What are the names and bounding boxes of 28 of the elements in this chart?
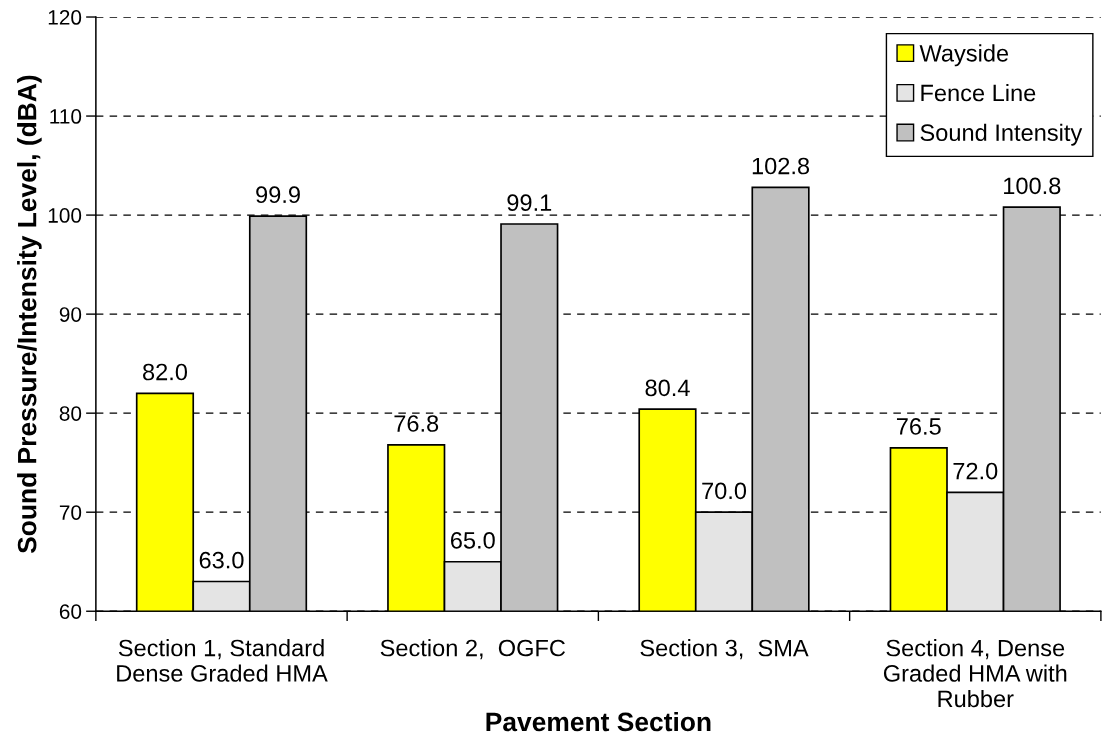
x-tick-label: Section 3, SMA xyxy=(640,639,809,660)
x-tick-label: Section 2, OGFC xyxy=(380,639,566,660)
data-label: 70.0 xyxy=(702,482,747,500)
legend-label: Fence Line xyxy=(921,84,1036,102)
y-tick-label: 120 xyxy=(48,10,82,25)
x-tick-label: Section 1, Standard Dense Graded HMA xyxy=(117,639,328,682)
data-label: 99.9 xyxy=(256,186,300,204)
y-tick-label: 70 xyxy=(59,505,82,520)
data-label: 76.5 xyxy=(896,418,941,435)
y-axis-title: Sound Pressure/Intensity Level, (dBA) xyxy=(17,75,42,554)
y-tick-label: 90 xyxy=(59,307,82,322)
x-tick-label: Section 4, Dense Graded HMA with Rubber xyxy=(883,639,1067,708)
data-label: 80.4 xyxy=(645,379,690,397)
x-axis-title: Pavement Section xyxy=(486,711,711,732)
data-label: 100.8 xyxy=(1004,177,1061,195)
legend-label: Sound Intensity xyxy=(920,123,1083,146)
data-label: 102.8 xyxy=(752,157,810,175)
y-tick-label: 100 xyxy=(48,208,82,223)
legend-label: Wayside xyxy=(919,44,1009,67)
data-label: 82.0 xyxy=(143,363,188,381)
data-label: 99.1 xyxy=(507,194,552,212)
data-label: 63.0 xyxy=(199,551,244,569)
data-label: 65.0 xyxy=(450,532,495,549)
data-label: 76.8 xyxy=(394,415,439,432)
data-label: 72.0 xyxy=(953,462,998,480)
y-tick-label: 110 xyxy=(50,109,82,124)
y-tick-label: 80 xyxy=(59,406,82,421)
y-tick-label: 60 xyxy=(59,604,82,619)
